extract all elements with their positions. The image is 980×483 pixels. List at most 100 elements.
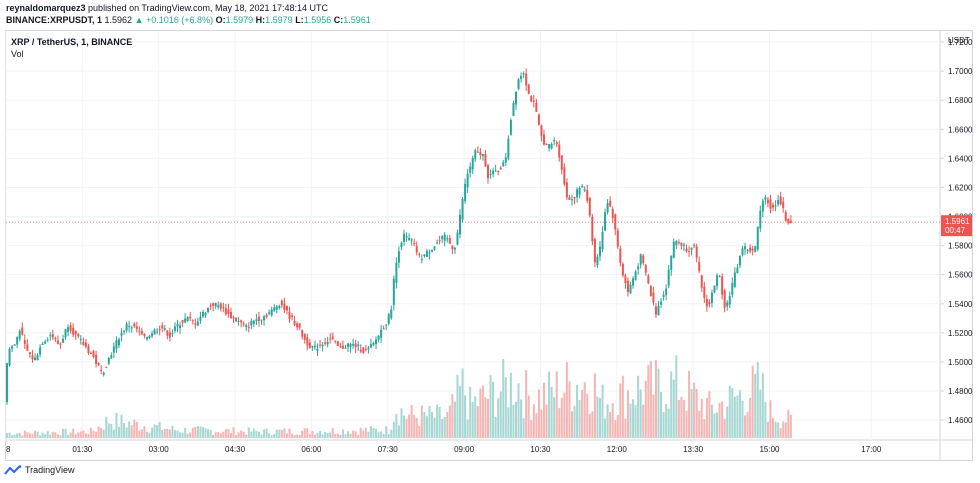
volume-bar (237, 432, 240, 438)
volume-bar (779, 428, 782, 438)
candle-body (39, 347, 42, 355)
candle-body (779, 196, 782, 205)
candle-body (214, 303, 217, 307)
volume-bar (502, 358, 505, 438)
candle-body (670, 255, 673, 271)
author-name[interactable]: reynaldomarquez3 (6, 3, 86, 13)
volume-bar (390, 429, 393, 438)
y-tick-label: 1.4600 (948, 416, 973, 425)
candle-body (530, 96, 533, 102)
candle-body (112, 346, 115, 353)
candle-body (716, 275, 719, 287)
candle-body (494, 170, 497, 172)
candle-body (703, 286, 706, 298)
candle-body (680, 242, 683, 246)
volume-bar (726, 406, 729, 438)
volume-bar (23, 430, 26, 438)
candle-body (313, 345, 316, 348)
candle-body (92, 351, 95, 357)
volume-bar (107, 423, 110, 438)
change-value: +0.1016 (+6.8%) (146, 15, 214, 25)
volume-bar (672, 379, 675, 438)
candle-body (682, 244, 685, 246)
candle-body (130, 327, 133, 329)
chart-legend-title[interactable]: XRP / TetherUS, 1, BINANCE (11, 37, 133, 47)
candle-body (769, 199, 772, 209)
volume-bar (102, 429, 105, 438)
candle-body (18, 330, 21, 339)
volume-bar (273, 434, 276, 438)
volume-bar (250, 431, 253, 438)
candle-body (69, 325, 72, 331)
candle-body (512, 103, 515, 117)
volume-bar (512, 404, 515, 438)
candle-body (746, 250, 749, 252)
candle-body (486, 165, 489, 179)
candle-body (665, 288, 668, 296)
volume-bar (728, 385, 731, 438)
volume-bar (347, 431, 350, 438)
tradingview-footer[interactable]: TradingView (4, 465, 75, 475)
volume-bar (688, 370, 691, 438)
candle-body (222, 307, 225, 309)
candle-body (789, 220, 792, 223)
volume-bar (36, 431, 39, 438)
volume-bar (92, 430, 95, 438)
y-tick-label: 1.4800 (948, 387, 973, 396)
volume-bar (568, 381, 571, 438)
candle-body (67, 327, 70, 332)
candle-body (395, 262, 398, 283)
candle-body (759, 210, 762, 229)
candle-body (89, 352, 92, 354)
candle-body (263, 316, 266, 321)
candle-body (744, 246, 747, 250)
volume-bar (181, 432, 184, 438)
volume-bar (548, 371, 551, 438)
volume-bar (296, 434, 299, 438)
x-tick-label: 07:30 (378, 445, 399, 454)
candle-body (375, 339, 378, 345)
volume-bar (84, 433, 87, 438)
volume-bar (425, 416, 428, 438)
candle-body (677, 242, 680, 244)
candle-body (252, 320, 255, 325)
candle-body (570, 199, 573, 201)
candle-body (474, 150, 477, 160)
volume-legend[interactable]: Vol (11, 49, 24, 59)
candle-body (28, 352, 31, 354)
x-tick-label: 8 (6, 445, 11, 454)
volume-bar (433, 417, 436, 438)
candle-body (194, 323, 197, 325)
candle-body (420, 259, 423, 261)
volume-bar (252, 428, 255, 438)
volume-bar (705, 397, 708, 438)
volume-bar (746, 411, 749, 438)
x-tick-label: 10:30 (530, 445, 551, 454)
volume-bar (189, 432, 192, 438)
candle-body (123, 330, 126, 332)
volume-bar (33, 430, 36, 438)
volume-bar (649, 360, 652, 438)
candle-body (390, 309, 393, 319)
volume-bar (723, 418, 726, 438)
volume-bar (596, 396, 599, 438)
volume-bar (514, 401, 517, 438)
candle-body (479, 151, 482, 156)
y-tick-label: 1.5400 (948, 300, 973, 309)
volume-bar (558, 408, 561, 438)
candle-body (140, 331, 143, 335)
volume-bar (280, 430, 283, 438)
candle-body (369, 344, 372, 348)
volume-bar (451, 393, 454, 438)
volume-bar (619, 383, 622, 438)
volume-bar (555, 371, 558, 438)
candle-body (245, 325, 248, 328)
candle-body (548, 144, 551, 149)
candle-body (446, 238, 449, 240)
candle-body (761, 200, 764, 212)
candle-body (693, 245, 696, 247)
candle-body (405, 236, 408, 238)
candle-body (308, 342, 311, 348)
volume-bar (186, 433, 189, 438)
